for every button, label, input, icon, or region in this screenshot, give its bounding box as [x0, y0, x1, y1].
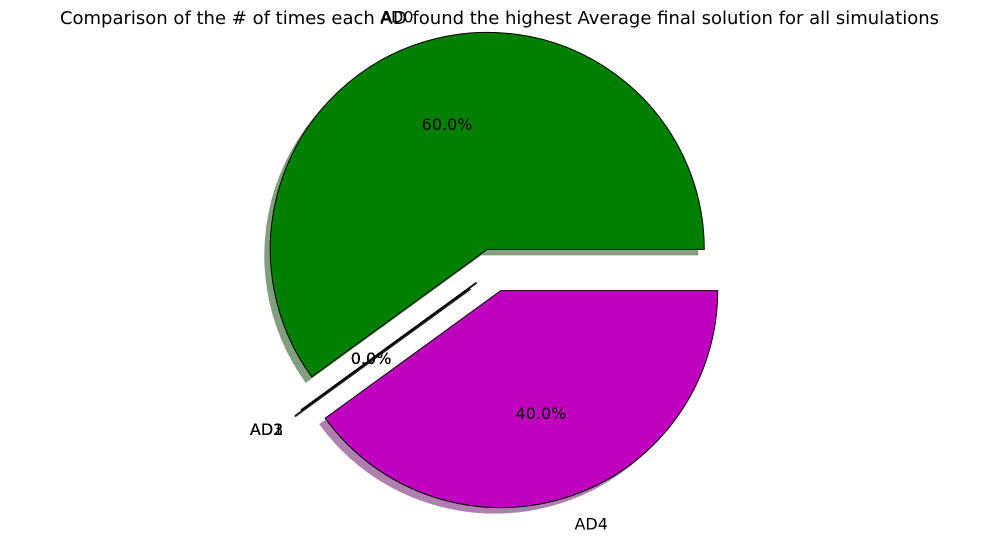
slice-label-ad2: AD2 — [250, 420, 283, 439]
slice-label-ad0: AD0 — [380, 7, 413, 26]
slice-pct-ad0: 60.0% — [422, 115, 473, 134]
slice-label-ad4: AD4 — [574, 515, 607, 534]
pie-slice-ad3 — [300, 282, 477, 411]
slice-layer — [269, 31, 719, 509]
pie-slice-ad4 — [324, 290, 719, 509]
slice-label-ad3: AD3 — [250, 420, 283, 439]
chart-title: Comparison of the # of times each AD fou… — [59, 8, 940, 29]
slice-label-ad1: AD1 — [250, 420, 283, 439]
slice-pct-ad2: 0.0% — [351, 349, 392, 368]
pie-slice-ad0 — [269, 31, 705, 378]
slice-pct-ad3: 0.0% — [351, 349, 392, 368]
slice-pct-ad1: 0.0% — [351, 349, 392, 368]
slice-shadow-ad3 — [294, 287, 472, 418]
slice-pct-ad4: 40.0% — [516, 404, 567, 423]
